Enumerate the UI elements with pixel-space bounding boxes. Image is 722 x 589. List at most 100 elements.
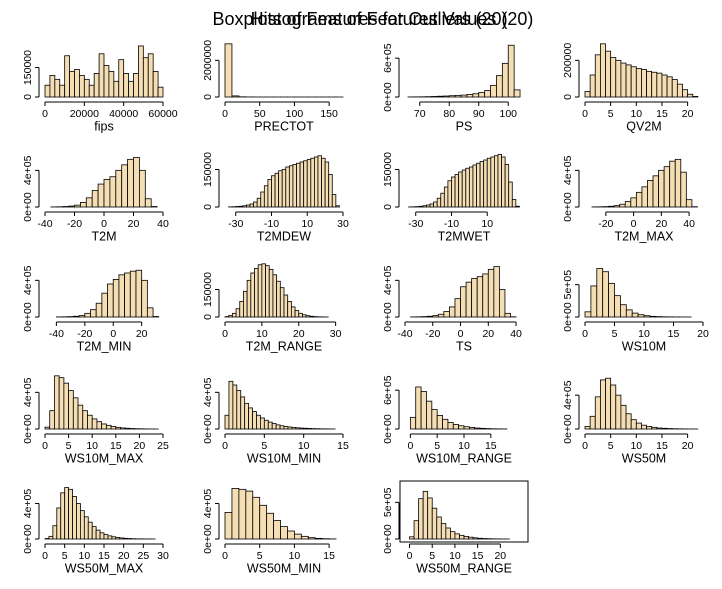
bar [279,171,283,207]
x-tick-label: -20 [598,218,613,230]
bar [464,427,469,429]
bar [631,198,637,207]
bar [448,181,452,207]
bar [261,192,265,207]
bar [464,536,469,539]
bar [455,95,461,97]
bar [478,538,483,539]
bar [253,412,257,429]
bar [308,538,315,539]
bar [61,493,65,539]
bar [509,182,513,207]
bar [229,381,233,429]
bar [142,280,148,317]
bar [108,536,112,539]
bar [73,398,78,429]
bar [102,424,107,429]
bar [116,170,122,207]
x-axis-label: WS50M [622,451,666,465]
bar [455,299,461,317]
bar [225,44,232,97]
bar [120,538,124,539]
bar [469,167,473,207]
bar [250,204,254,207]
bar [636,192,642,207]
x-tick-label: 0 [42,440,48,452]
y-tick-label: 0 [202,314,214,320]
bar [79,75,84,97]
bar [96,303,102,317]
bar [254,202,258,207]
x-tick-label: 10 [630,440,642,452]
bar [461,287,467,317]
bar [50,411,55,429]
x-axis-label: WS50M_RANGE [416,561,512,575]
y-tick-label: 4e+05 [22,265,34,295]
y-tick-label: 0e+00 [22,192,34,222]
x-tick-label: -30 [408,218,423,230]
bar [508,45,514,97]
y-tick-label: 0 [202,204,214,210]
bar [620,305,626,317]
x-tick-label: 40 [157,218,169,230]
bar [483,274,489,317]
bar [247,280,251,317]
bar [499,290,505,318]
x-axis-label: TS [456,339,472,353]
bar [516,206,520,207]
bar [286,167,290,207]
bar [430,204,434,207]
bar [98,184,104,207]
y-tick-label: 0 [562,94,574,100]
bar [682,90,687,97]
x-tick-label: 0 [101,218,107,230]
bar [113,279,119,317]
x-tick-label: 0 [582,440,588,452]
bar [480,162,484,208]
bar [505,165,509,208]
x-tick-label: 20 [136,328,148,340]
bar [69,489,73,539]
bar [473,165,477,207]
bar [119,60,124,97]
y-tick-label: 0 [202,94,214,100]
bar [232,96,239,97]
bar [49,536,53,539]
bar [236,207,240,208]
x-tick-label: 5 [608,108,614,120]
bar [432,508,437,539]
bar [498,155,502,208]
bar [590,75,595,97]
y-tick-label: 0e+00 [22,524,34,554]
x-tick-label: 15 [98,550,110,562]
bar [472,279,478,318]
x-tick-label: 20 [682,108,694,120]
bar [280,426,284,429]
x-tick-label: 10 [78,550,90,562]
x-axis-label: fips [94,119,113,133]
bar [109,71,114,97]
bar [595,397,600,429]
x-tick-label: 10 [630,108,642,120]
bar [136,270,142,317]
bar [310,316,314,317]
x-axis-label: QV2M [626,119,661,133]
bar [437,198,441,207]
bar [116,537,120,539]
bar [662,428,667,429]
x-tick-label: 20 [293,328,305,340]
bar [603,272,609,317]
bar [461,95,467,97]
x-tick-label: 10 [301,218,313,230]
bar [480,428,485,429]
bar [427,316,433,317]
bar [614,206,620,207]
bar [419,206,423,207]
x-tick-label: 0 [222,440,228,452]
bar [448,423,453,429]
bar [295,311,299,317]
bar [585,312,591,317]
bar [268,422,272,429]
bar [239,206,243,207]
x-tick-label: 20 [118,550,130,562]
